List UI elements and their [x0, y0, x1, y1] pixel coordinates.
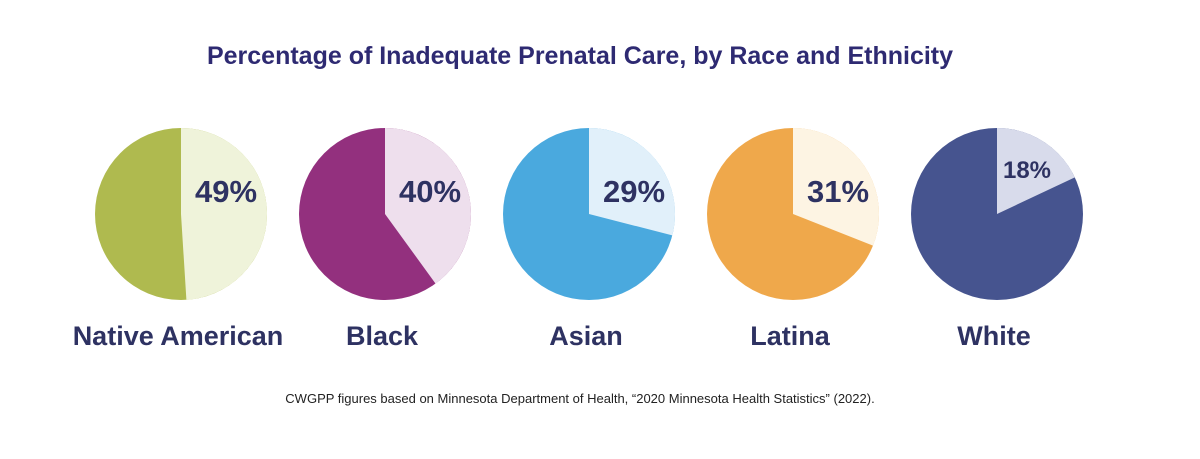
category-label-white: White [957, 321, 1031, 351]
category-label-black: Black [346, 321, 419, 351]
value-label-black: 40% [399, 174, 461, 209]
pie-black-slice [385, 128, 471, 284]
pie-latina-slice [793, 128, 879, 246]
pie-white-slice [997, 128, 1075, 214]
category-label-latina: Latina [750, 321, 830, 351]
value-label-asian: 29% [603, 174, 665, 209]
value-label-white: 18% [1003, 157, 1051, 184]
pie-native-american-slice [181, 128, 267, 300]
category-label-asian: Asian [549, 321, 623, 351]
pie-asian-slice [589, 128, 675, 236]
value-label-native-american: 49% [195, 174, 257, 209]
source-note: CWGPP figures based on Minnesota Departm… [285, 391, 875, 406]
category-label-native-american: Native American [73, 321, 284, 351]
value-label-latina: 31% [807, 174, 869, 209]
chart-title: Percentage of Inadequate Prenatal Care, … [206, 42, 954, 70]
